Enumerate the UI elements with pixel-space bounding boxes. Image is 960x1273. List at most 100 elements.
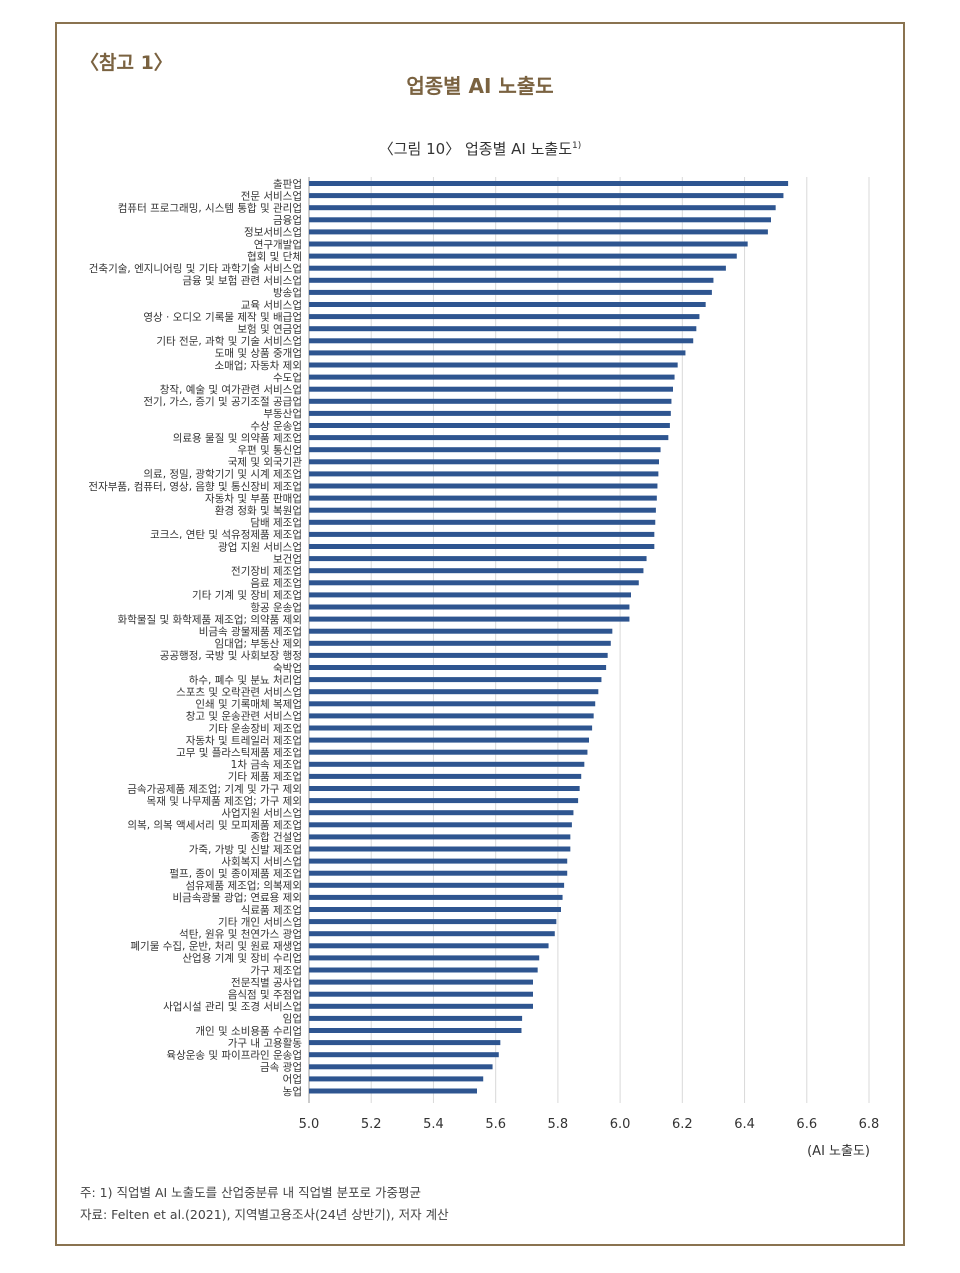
- x-tick-label: 6.0: [610, 1117, 631, 1132]
- bar: [309, 810, 574, 816]
- category-label: 교육 서비스업: [241, 298, 302, 311]
- category-label: 고무 및 플라스틱제품 제조업: [176, 746, 302, 759]
- category-label: 화학물질 및 화학제품 제조업; 의약품 제외: [118, 613, 302, 626]
- category-label: 목재 및 나무제품 제조업; 가구 제외: [147, 794, 302, 807]
- category-label: 자동차 및 트레일러 제조업: [186, 734, 302, 747]
- category-label: 우편 및 통신업: [237, 444, 302, 457]
- bar: [309, 846, 571, 852]
- bar: [309, 1064, 493, 1070]
- bar: [309, 822, 572, 828]
- category-label: 사업시설 관리 및 조경 서비스업: [163, 1000, 302, 1013]
- bar: [309, 1052, 499, 1058]
- reference-label: 〈참고 1〉: [80, 52, 173, 74]
- x-tick-label: 5.4: [423, 1117, 444, 1132]
- bar: [309, 931, 555, 937]
- category-label: 의복, 의복 액세서리 및 모피제품 제조업: [127, 819, 302, 832]
- x-axis-label: (AI 노출도): [807, 1144, 870, 1159]
- category-label: 숙박업: [273, 661, 302, 674]
- bar: [309, 350, 686, 356]
- category-label: 창작, 예술 및 여가관련 서비스업: [160, 383, 302, 396]
- bar: [309, 289, 712, 295]
- bar: [309, 277, 714, 283]
- category-label: 농업: [283, 1085, 302, 1098]
- figure-title: 〈그림 10〉 업종별 AI 노출도1): [0, 138, 960, 159]
- x-tick-label: 5.2: [361, 1117, 382, 1132]
- bar: [309, 531, 655, 537]
- bar: [309, 568, 644, 574]
- category-label: 환경 정화 및 복원업: [215, 504, 302, 517]
- bar: [309, 386, 673, 392]
- category-label: 금속가공제품 제조업; 기계 및 가구 제외: [127, 782, 302, 795]
- bar: [309, 725, 593, 731]
- category-label: 의료, 정밀, 광학기기 및 시계 제조업: [143, 468, 302, 481]
- category-label: 석탄, 원유 및 천연가스 광업: [179, 928, 302, 941]
- bar: [309, 374, 675, 380]
- category-label: 식료품 제조업: [241, 903, 302, 916]
- bar: [309, 834, 571, 840]
- bar: [309, 459, 659, 465]
- category-label: 연구개발업: [254, 238, 302, 251]
- category-label: 폐기물 수집, 운반, 처리 및 원료 재생업: [130, 940, 302, 953]
- category-label: 비금속 광물제품 제조업: [199, 625, 302, 638]
- bar: [309, 205, 776, 211]
- category-label: 금융업: [273, 214, 302, 227]
- bar: [309, 229, 768, 235]
- x-tick-label: 6.2: [672, 1117, 693, 1132]
- bar: [309, 749, 588, 755]
- category-label: 기타 전문, 과학 및 기술 서비스업: [156, 335, 302, 348]
- bar: [309, 483, 658, 489]
- category-label: 협회 및 단체: [247, 250, 302, 263]
- bar: [309, 870, 568, 876]
- category-label: 국제 및 외국기관: [228, 457, 303, 469]
- category-label: 음료 제조업: [250, 577, 302, 590]
- bar: [309, 410, 671, 416]
- bar: [309, 241, 748, 247]
- category-label: 사업지원 서비스업: [221, 807, 302, 820]
- bar: [309, 265, 726, 271]
- bar: [309, 665, 607, 670]
- category-label: 전기장비 제조업: [231, 565, 302, 578]
- footnote: 주: 1) 직업별 AI 노출도를 산업중분류 내 직업별 분포로 가중평균: [80, 1185, 422, 1200]
- bar: [309, 798, 579, 804]
- bar: [309, 991, 533, 997]
- source-note: 자료: Felten et al.(2021), 지역별고용조사(24년 상반기…: [80, 1207, 449, 1222]
- category-label: 의료용 물질 및 의약품 제조업: [173, 431, 302, 444]
- category-label: 방송업: [273, 286, 302, 299]
- category-label: 인쇄 및 기록매체 복제업: [195, 698, 302, 711]
- category-label: 수도업: [273, 371, 302, 384]
- x-tick-label: 6.4: [734, 1117, 755, 1132]
- category-label: 전기, 가스, 증기 및 공기조절 공급업: [143, 395, 302, 408]
- bar: [309, 604, 630, 610]
- category-label: 가죽, 가방 및 신발 제조업: [189, 843, 302, 856]
- category-label: 어업: [283, 1073, 302, 1086]
- category-label: 종합 건설업: [250, 831, 302, 844]
- bar: [309, 580, 639, 586]
- bar: [309, 423, 670, 428]
- x-tick-label: 5.6: [485, 1117, 506, 1132]
- bar: [309, 628, 613, 634]
- gridlines: [308, 177, 870, 1103]
- bar: [309, 907, 561, 912]
- bar: [309, 592, 631, 598]
- bar: [309, 544, 655, 549]
- bar: [309, 894, 563, 900]
- category-label: 부동산업: [263, 407, 302, 420]
- category-label: 전자부품, 컴퓨터, 영상, 음향 및 통신장비 제조업: [88, 480, 302, 493]
- category-label: 소매업; 자동차 제외: [215, 359, 303, 372]
- figure-title-footnote-mark: 1): [572, 141, 582, 151]
- category-label: 육상운송 및 파이프라인 운송업: [166, 1049, 302, 1062]
- bar: [309, 919, 557, 925]
- category-label: 스포츠 및 오락관련 서비스업: [176, 686, 302, 699]
- bar: [309, 677, 602, 683]
- bar: [309, 652, 608, 658]
- bar: [309, 447, 661, 453]
- bar: [309, 979, 533, 985]
- bar: [309, 1015, 523, 1021]
- bar: [309, 193, 784, 199]
- category-label: 출판업: [273, 177, 302, 190]
- category-label: 정보서비스업: [244, 226, 302, 239]
- category-label: 전문직별 공사업: [231, 976, 302, 989]
- x-tick-label: 6.8: [859, 1117, 880, 1132]
- bar: [309, 519, 656, 525]
